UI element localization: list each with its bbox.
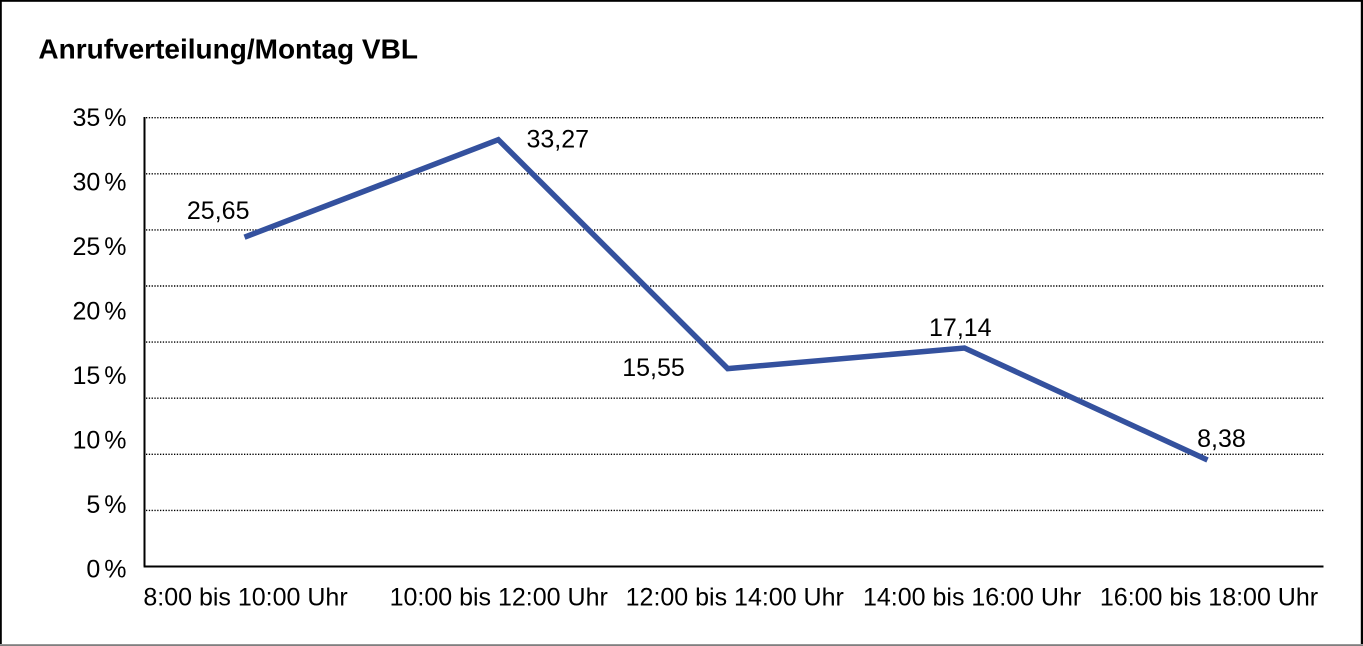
svg-text:0 %: 0 % [86, 555, 126, 583]
svg-text:14:00 bis 16:00 Uhr: 14:00 bis 16:00 Uhr [863, 583, 1081, 611]
svg-text:15 %: 15 % [73, 362, 127, 390]
svg-text:12:00 bis 14:00 Uhr: 12:00 bis 14:00 Uhr [626, 583, 844, 611]
svg-text:25 %: 25 % [73, 233, 127, 261]
svg-text:35 %: 35 % [73, 104, 127, 132]
svg-text:5 %: 5 % [86, 491, 126, 519]
svg-text:10 %: 10 % [73, 426, 127, 454]
svg-text:16:00 bis 18:00 Uhr: 16:00 bis 18:00 Uhr [1100, 583, 1318, 611]
svg-text:33,27: 33,27 [527, 126, 590, 154]
svg-text:15,55: 15,55 [622, 354, 685, 382]
svg-text:30 %: 30 % [73, 168, 127, 196]
svg-text:8:00 bis 10:00 Uhr: 8:00 bis 10:00 Uhr [143, 583, 347, 611]
svg-text:10:00 bis 12:00 Uhr: 10:00 bis 12:00 Uhr [390, 583, 608, 611]
svg-text:17,14: 17,14 [929, 314, 992, 342]
svg-text:8,38: 8,38 [1197, 425, 1246, 453]
svg-text:Anrufverteilung/Montag VBL: Anrufverteilung/Montag VBL [38, 34, 418, 65]
svg-text:25,65: 25,65 [187, 197, 250, 225]
svg-text:20 %: 20 % [73, 297, 127, 325]
